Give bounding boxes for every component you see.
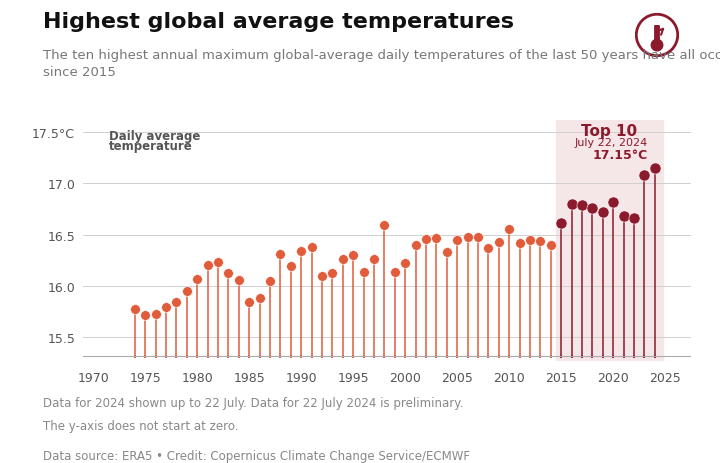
Text: The ten highest annual maximum global-average daily temperatures of the last 50 : The ten highest annual maximum global-av… — [43, 49, 720, 79]
Text: July 22, 2024: July 22, 2024 — [575, 138, 647, 148]
Text: 17.15°C: 17.15°C — [593, 149, 647, 162]
Circle shape — [652, 40, 662, 52]
Text: Data for 2024 shown up to 22 July. Data for 22 July 2024 is preliminary.: Data for 2024 shown up to 22 July. Data … — [43, 396, 464, 409]
Text: The y-axis does not start at zero.: The y-axis does not start at zero. — [43, 419, 239, 432]
Text: temperature: temperature — [109, 140, 192, 153]
Bar — [556, 120, 663, 361]
Text: Highest global average temperatures: Highest global average temperatures — [43, 12, 514, 31]
Text: Daily average: Daily average — [109, 130, 200, 143]
Text: Top 10: Top 10 — [582, 124, 638, 138]
FancyBboxPatch shape — [654, 27, 660, 44]
Text: Data source: ERA5 • Credit: Copernicus Climate Change Service/ECMWF: Data source: ERA5 • Credit: Copernicus C… — [43, 449, 470, 462]
